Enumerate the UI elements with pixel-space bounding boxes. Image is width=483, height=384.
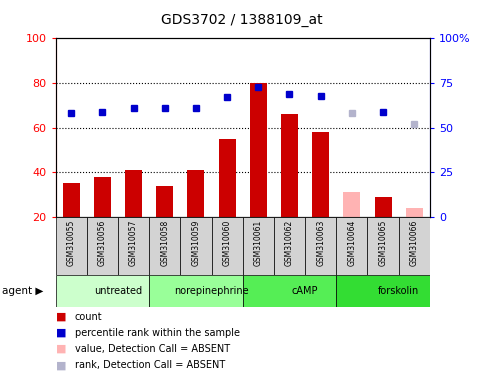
Text: GSM310057: GSM310057 xyxy=(129,220,138,266)
Text: GSM310056: GSM310056 xyxy=(98,220,107,266)
Text: cAMP: cAMP xyxy=(292,286,318,296)
Bar xyxy=(149,217,180,275)
Text: GSM310055: GSM310055 xyxy=(67,220,76,266)
Bar xyxy=(242,217,274,275)
Text: GSM310061: GSM310061 xyxy=(254,220,263,266)
Bar xyxy=(218,139,236,217)
Text: agent ▶: agent ▶ xyxy=(2,286,44,296)
Bar xyxy=(94,177,111,217)
Text: ■: ■ xyxy=(56,344,66,354)
Text: GSM310062: GSM310062 xyxy=(285,220,294,266)
Text: GSM310059: GSM310059 xyxy=(191,220,200,266)
Text: norepinephrine: norepinephrine xyxy=(174,286,249,296)
Bar xyxy=(212,217,242,275)
Text: untreated: untreated xyxy=(94,286,142,296)
Text: GSM310060: GSM310060 xyxy=(223,220,232,266)
Bar xyxy=(274,217,305,275)
Text: GSM310064: GSM310064 xyxy=(347,220,356,266)
Bar xyxy=(156,186,173,217)
Bar xyxy=(312,132,329,217)
Bar xyxy=(368,217,398,275)
Bar xyxy=(398,217,430,275)
Bar xyxy=(406,208,423,217)
Text: ■: ■ xyxy=(56,328,66,338)
Text: forskolin: forskolin xyxy=(378,286,419,296)
Bar xyxy=(63,184,80,217)
Text: GSM310065: GSM310065 xyxy=(379,220,387,266)
Text: GSM310063: GSM310063 xyxy=(316,220,325,266)
Bar xyxy=(125,170,142,217)
Bar xyxy=(118,217,149,275)
Text: ■: ■ xyxy=(56,360,66,370)
Bar xyxy=(336,275,430,307)
Bar xyxy=(180,217,212,275)
Bar xyxy=(56,217,87,275)
Bar xyxy=(242,275,336,307)
Bar xyxy=(187,170,204,217)
Bar xyxy=(374,197,392,217)
Bar xyxy=(149,275,242,307)
Text: count: count xyxy=(75,312,102,322)
Text: GSM310058: GSM310058 xyxy=(160,220,169,266)
Bar xyxy=(56,275,149,307)
Bar xyxy=(343,192,360,217)
Bar xyxy=(250,83,267,217)
Text: value, Detection Call = ABSENT: value, Detection Call = ABSENT xyxy=(75,344,230,354)
Bar xyxy=(336,217,368,275)
Text: ■: ■ xyxy=(56,312,66,322)
Text: GSM310066: GSM310066 xyxy=(410,220,419,266)
Bar xyxy=(281,114,298,217)
Bar xyxy=(87,217,118,275)
Text: GDS3702 / 1388109_at: GDS3702 / 1388109_at xyxy=(161,13,322,27)
Text: rank, Detection Call = ABSENT: rank, Detection Call = ABSENT xyxy=(75,360,225,370)
Text: percentile rank within the sample: percentile rank within the sample xyxy=(75,328,240,338)
Bar xyxy=(305,217,336,275)
